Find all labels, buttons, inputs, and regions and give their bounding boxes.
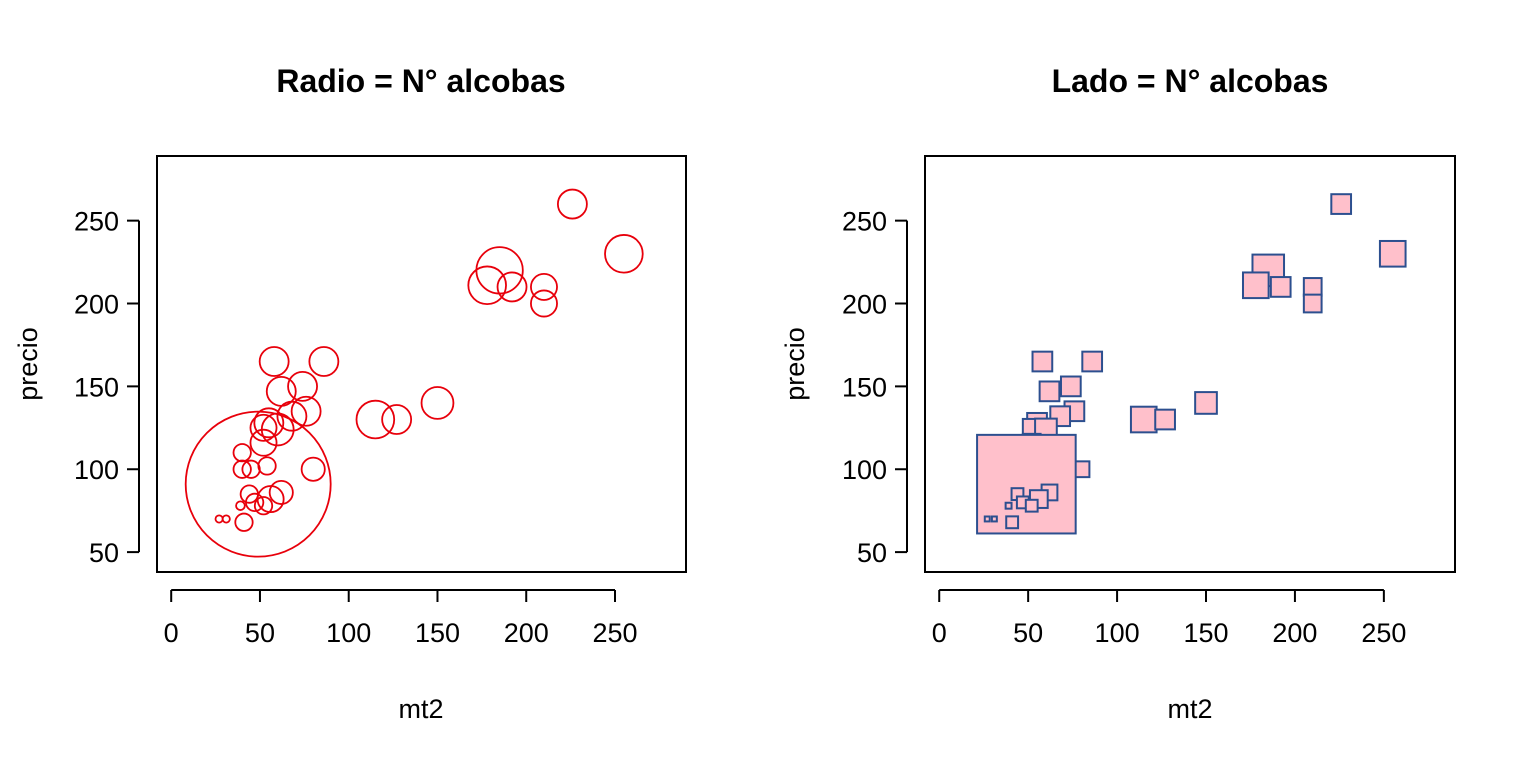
plot-frame <box>924 155 1456 573</box>
data-point <box>1038 380 1061 403</box>
data-point <box>1378 239 1407 268</box>
y-tick-label: 200 <box>842 290 887 320</box>
data-point <box>290 395 322 427</box>
data-point <box>232 443 252 463</box>
scatter-points <box>184 188 644 558</box>
data-point <box>253 496 274 516</box>
x-tick-label: 200 <box>504 618 549 648</box>
x-tick-label: 100 <box>1095 618 1140 648</box>
data-point <box>1129 405 1158 434</box>
y-tick-label: 150 <box>842 372 887 402</box>
y-tick-label: 50 <box>89 538 119 568</box>
data-point <box>214 514 224 524</box>
data-point <box>241 459 261 479</box>
data-point <box>1241 271 1270 300</box>
data-point <box>556 188 588 220</box>
data-point <box>496 271 528 303</box>
x-tick-label: 150 <box>415 618 460 648</box>
data-point <box>221 514 231 524</box>
data-point <box>249 413 278 442</box>
data-point <box>1269 276 1292 298</box>
x-axis: 0 50 100 150 200 250 <box>932 589 1406 648</box>
chart-title: Radio = N° alcobas <box>276 63 565 99</box>
y-axis-label: precio <box>780 327 810 401</box>
data-point <box>300 456 326 482</box>
data-point <box>604 234 644 274</box>
data-point <box>983 515 991 523</box>
y-tick-label: 50 <box>857 538 887 568</box>
data-point <box>235 500 246 511</box>
plot-frame <box>156 155 687 573</box>
chart-panel-radio: Radio = N° alcobas mt2 precio 0 50 100 150 2… <box>13 63 687 724</box>
y-axis: 50 100 150 200 250 <box>74 207 140 568</box>
data-point <box>1194 391 1218 415</box>
data-point <box>287 370 318 402</box>
x-axis-label: mt2 <box>1167 694 1212 724</box>
data-point <box>257 456 277 476</box>
data-point <box>1004 501 1013 510</box>
y-tick-label: 100 <box>842 455 887 485</box>
data-point <box>258 346 290 377</box>
x-axis: 0 50 100 150 200 250 <box>164 589 638 648</box>
y-tick-label: 100 <box>74 455 119 485</box>
y-axis-label: precio <box>13 327 43 401</box>
y-tick-label: 250 <box>74 207 119 237</box>
chart-panel-lado: Lado = N° alcobas mt2 precio 0 50 100 150 20… <box>780 63 1456 724</box>
data-point <box>1302 293 1323 314</box>
x-tick-label: 200 <box>1272 618 1317 648</box>
data-point <box>1059 375 1082 398</box>
x-tick-label: 250 <box>592 618 637 648</box>
y-axis: 50 100 150 200 250 <box>842 207 908 568</box>
data-point <box>249 428 278 457</box>
x-tick-label: 50 <box>245 618 275 648</box>
data-point <box>308 346 340 377</box>
data-point <box>1302 277 1323 297</box>
scatter-points <box>976 193 1407 535</box>
data-point <box>245 492 265 512</box>
y-tick-label: 200 <box>74 290 119 320</box>
data-point <box>530 272 558 301</box>
data-point <box>1024 498 1039 513</box>
x-tick-label: 150 <box>1183 618 1228 648</box>
data-point <box>990 515 998 523</box>
x-tick-label: 0 <box>164 618 179 648</box>
data-point <box>1154 408 1176 431</box>
data-point <box>232 459 252 479</box>
data-point <box>355 399 396 440</box>
x-axis-label: mt2 <box>398 694 443 724</box>
data-point <box>1081 350 1104 373</box>
y-tick-label: 150 <box>74 372 119 402</box>
data-point <box>276 400 308 432</box>
data-point <box>381 404 413 435</box>
x-tick-label: 100 <box>326 618 371 648</box>
data-point <box>976 433 1077 535</box>
data-point <box>1330 193 1353 215</box>
chart-title: Lado = N° alcobas <box>1052 63 1329 99</box>
data-point <box>467 265 507 306</box>
x-tick-label: 50 <box>1013 618 1043 648</box>
x-tick-label: 250 <box>1361 618 1406 648</box>
data-point <box>420 386 455 420</box>
data-point <box>234 512 254 532</box>
data-point <box>530 289 558 318</box>
y-tick-label: 250 <box>842 207 887 237</box>
x-tick-label: 0 <box>932 618 947 648</box>
data-point <box>268 479 294 505</box>
data-point <box>253 407 285 439</box>
data-point <box>1005 515 1020 530</box>
data-point <box>184 410 332 558</box>
data-point <box>1031 350 1054 373</box>
